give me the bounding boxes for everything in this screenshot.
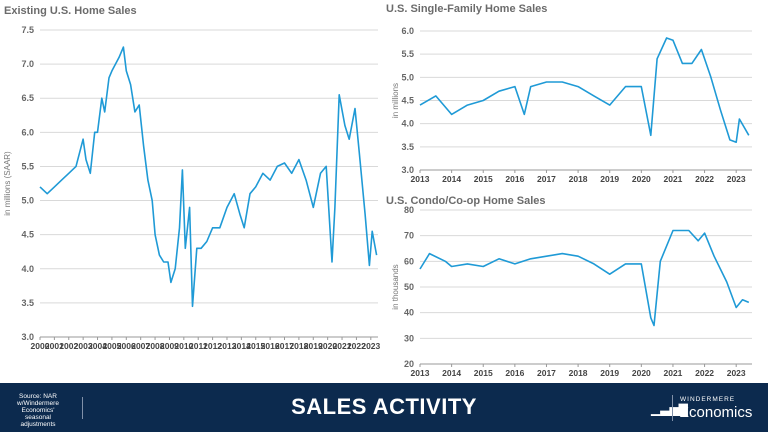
y-axis-label: in millions (SAAR)	[3, 151, 12, 216]
charts: Existing U.S. Home Sales 3.0 3.5 4.0 4.5 5.0 5…	[3, 3, 752, 378]
y-tick-label: 70	[404, 231, 414, 241]
y-tick-label: 6.0	[21, 127, 34, 137]
x-tick-label: 2019	[600, 368, 619, 378]
y-axis-label: in thousands	[391, 264, 400, 309]
y-tick-label: 3.0	[21, 332, 34, 342]
y-tick-label: 50	[404, 282, 414, 292]
y-tick-label: 80	[404, 205, 414, 215]
footer-bar: Source: NAR w/Windermere Economics' seas…	[0, 383, 768, 432]
chart-title: U.S. Single-Family Home Sales	[386, 3, 547, 15]
x-tick-label: 2002	[59, 341, 78, 351]
brand-name: Economics	[679, 404, 753, 421]
y-tick-label: 5.5	[401, 49, 414, 59]
y-tick-label: 6.5	[21, 93, 34, 103]
x-tick-label: 2017	[275, 341, 294, 351]
x-tick-label: 2004	[88, 341, 107, 351]
x-tick-label: 2020	[632, 368, 651, 378]
chart-title: U.S. Condo/Co-op Home Sales	[386, 195, 546, 207]
x-tick-label: 2014	[442, 174, 461, 184]
y-tick-label: 7.0	[21, 59, 34, 69]
x-tick-label: 2020	[632, 174, 651, 184]
series-line	[419, 37, 750, 143]
y-tick-label: 4.5	[401, 96, 414, 106]
y-tick-label: 20	[404, 359, 414, 369]
y-tick-label: 4.0	[401, 119, 414, 129]
y-tick-label: 4.5	[21, 230, 34, 240]
y-tick-label: 30	[404, 333, 414, 343]
y-tick-label: 6.0	[401, 26, 414, 36]
x-tick-label: 2015	[246, 341, 265, 351]
x-tick-label: 2016	[505, 368, 524, 378]
divider	[82, 397, 83, 419]
x-tick-label: 2022	[695, 368, 714, 378]
y-tick-label: 5.0	[21, 196, 34, 206]
x-tick-label: 2021	[663, 368, 682, 378]
y-tick-label: 3.5	[401, 142, 414, 152]
x-tick-label: 2008	[146, 341, 165, 351]
y-tick-label: 4.0	[21, 264, 34, 274]
x-tick-label: 2012	[203, 341, 222, 351]
y-tick-label: 3.0	[401, 165, 414, 175]
x-tick-label: 2000	[31, 341, 50, 351]
x-tick-label: 2011	[189, 341, 208, 351]
x-tick-label: 2019	[304, 341, 323, 351]
x-tick-label: 2020	[318, 341, 337, 351]
x-tick-label: 2013	[218, 341, 237, 351]
x-tick-label: 2018	[289, 341, 308, 351]
bar-chart-logo-icon: ▁▃▅▇	[651, 402, 688, 416]
x-tick-label: 2006	[117, 341, 136, 351]
y-axis-label: in millions	[391, 83, 400, 118]
x-tick-label: 2021	[333, 341, 352, 351]
x-tick-label: 2021	[663, 174, 682, 184]
x-tick-label: 2014	[442, 368, 461, 378]
y-tick-label: 5.0	[401, 72, 414, 82]
x-tick-label: 2005	[102, 341, 121, 351]
y-tick-label: 3.5	[21, 298, 34, 308]
x-tick-label: 2018	[569, 368, 588, 378]
x-tick-label: 2023	[727, 368, 746, 378]
brand-top: WINDERMERE	[680, 396, 736, 403]
y-tick-label: 7.5	[21, 25, 34, 35]
x-tick-label: 2016	[261, 341, 280, 351]
divider	[672, 395, 673, 421]
x-tick-label: 2003	[74, 341, 93, 351]
x-tick-label: 2009	[160, 341, 179, 351]
source-note: Source: NAR w/Windermere Economics' seas…	[17, 393, 59, 428]
series-line	[39, 46, 378, 308]
y-tick-label: 40	[404, 308, 414, 318]
slide-title: SALES ACTIVITY	[291, 394, 477, 419]
x-tick-label: 2023	[727, 174, 746, 184]
x-tick-label: 2007	[131, 341, 150, 351]
x-tick-label: 2001	[45, 341, 64, 351]
y-tick-label: 5.5	[21, 161, 34, 171]
series-line	[419, 229, 750, 327]
x-tick-label: 2010	[174, 341, 193, 351]
x-tick-label: 2017	[537, 368, 556, 378]
x-tick-label: 2017	[537, 174, 556, 184]
x-tick-label: 2014	[232, 341, 251, 351]
x-tick-label: 2023	[361, 341, 380, 351]
x-tick-label: 2022	[695, 174, 714, 184]
x-tick-label: 2022	[347, 341, 366, 351]
x-tick-label: 2015	[474, 174, 493, 184]
chart-title: Existing U.S. Home Sales	[4, 5, 137, 17]
y-tick-label: 60	[404, 256, 414, 266]
x-tick-label: 2016	[505, 174, 524, 184]
x-tick-label: 2013	[411, 368, 430, 378]
x-tick-label: 2018	[569, 174, 588, 184]
x-tick-label: 2015	[474, 368, 493, 378]
x-tick-label: 2013	[411, 174, 430, 184]
x-tick-label: 2019	[600, 174, 619, 184]
